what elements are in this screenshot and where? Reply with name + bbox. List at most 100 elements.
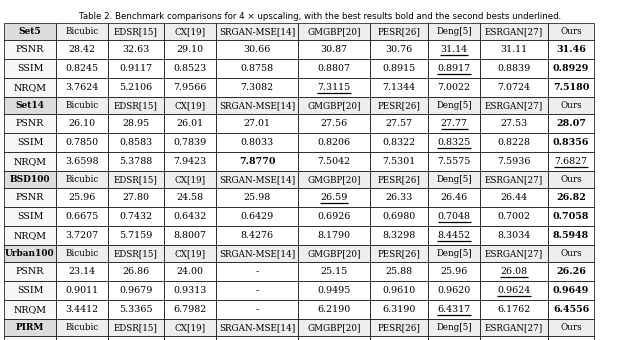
Bar — [164, 171, 216, 188]
Text: 0.8917: 0.8917 — [437, 64, 470, 73]
Bar — [428, 59, 480, 78]
Bar — [108, 78, 164, 97]
Bar — [370, 245, 428, 262]
Bar — [108, 300, 164, 319]
Bar — [216, 152, 298, 171]
Text: 26.59: 26.59 — [320, 193, 348, 202]
Text: EDSR[15]: EDSR[15] — [114, 101, 158, 110]
Text: EDSR[15]: EDSR[15] — [114, 249, 158, 258]
Bar — [480, 245, 548, 262]
Text: 30.66: 30.66 — [243, 45, 271, 54]
Bar — [548, 78, 594, 97]
Text: Bicubic: Bicubic — [65, 27, 99, 36]
Text: NRQM: NRQM — [13, 83, 47, 92]
Text: 3.6598: 3.6598 — [65, 157, 99, 166]
Bar — [370, 226, 428, 245]
Text: 0.6980: 0.6980 — [382, 212, 415, 221]
Text: 0.8915: 0.8915 — [382, 64, 415, 73]
Text: 27.01: 27.01 — [243, 119, 271, 128]
Bar — [164, 78, 216, 97]
Bar — [548, 300, 594, 319]
Text: 0.9313: 0.9313 — [173, 286, 207, 295]
Text: PESR[26]: PESR[26] — [378, 323, 420, 332]
Text: 26.26: 26.26 — [556, 267, 586, 276]
Text: 0.9117: 0.9117 — [120, 64, 152, 73]
Bar — [108, 226, 164, 245]
Text: 6.7982: 6.7982 — [173, 305, 207, 314]
Bar — [370, 114, 428, 133]
Text: 8.3034: 8.3034 — [497, 231, 531, 240]
Bar — [370, 281, 428, 300]
Text: 0.8583: 0.8583 — [120, 138, 152, 147]
Text: 0.7058: 0.7058 — [553, 212, 589, 221]
Text: 27.56: 27.56 — [321, 119, 348, 128]
Bar — [108, 336, 164, 340]
Bar — [298, 59, 370, 78]
Text: 0.6926: 0.6926 — [317, 212, 351, 221]
Bar — [428, 171, 480, 188]
Bar — [428, 152, 480, 171]
Text: 25.96: 25.96 — [440, 267, 468, 276]
Text: CX[19]: CX[19] — [175, 249, 205, 258]
Bar — [428, 114, 480, 133]
Text: 0.9649: 0.9649 — [553, 286, 589, 295]
Text: 3.4412: 3.4412 — [65, 305, 99, 314]
Text: Bicubic: Bicubic — [65, 175, 99, 184]
Text: PESR[26]: PESR[26] — [378, 27, 420, 36]
Text: 31.46: 31.46 — [556, 45, 586, 54]
Bar — [4, 245, 56, 262]
Bar — [56, 281, 108, 300]
Bar — [298, 114, 370, 133]
Bar — [370, 188, 428, 207]
Text: NRQM: NRQM — [13, 231, 47, 240]
Bar — [370, 207, 428, 226]
Bar — [4, 133, 56, 152]
Bar — [216, 319, 298, 336]
Text: 0.6429: 0.6429 — [241, 212, 274, 221]
Text: 27.77: 27.77 — [440, 119, 467, 128]
Text: 0.9610: 0.9610 — [382, 286, 415, 295]
Bar — [56, 319, 108, 336]
Bar — [164, 300, 216, 319]
Text: Deng[5]: Deng[5] — [436, 175, 472, 184]
Bar — [548, 226, 594, 245]
Bar — [298, 40, 370, 59]
Text: 0.8325: 0.8325 — [437, 138, 470, 147]
Text: 27.53: 27.53 — [500, 119, 527, 128]
Text: 0.8356: 0.8356 — [553, 138, 589, 147]
Bar — [298, 245, 370, 262]
Text: -: - — [255, 286, 259, 295]
Text: 6.4556: 6.4556 — [553, 305, 589, 314]
Bar — [480, 188, 548, 207]
Text: 6.1762: 6.1762 — [497, 305, 531, 314]
Text: SSIM: SSIM — [17, 212, 43, 221]
Text: 7.6827: 7.6827 — [554, 157, 588, 166]
Bar — [480, 226, 548, 245]
Text: Deng[5]: Deng[5] — [436, 27, 472, 36]
Text: ESRGAN[27]: ESRGAN[27] — [485, 101, 543, 110]
Bar — [164, 152, 216, 171]
Text: EDSR[15]: EDSR[15] — [114, 175, 158, 184]
Bar — [108, 23, 164, 40]
Text: 0.6675: 0.6675 — [65, 212, 99, 221]
Text: 7.3115: 7.3115 — [317, 83, 351, 92]
Text: 7.8770: 7.8770 — [239, 157, 275, 166]
Text: 32.63: 32.63 — [122, 45, 150, 54]
Text: Ours: Ours — [560, 249, 582, 258]
Bar — [480, 97, 548, 114]
Text: 8.4276: 8.4276 — [241, 231, 273, 240]
Bar — [164, 133, 216, 152]
Text: SRGAN-MSE[14]: SRGAN-MSE[14] — [219, 27, 295, 36]
Text: 3.7207: 3.7207 — [65, 231, 99, 240]
Bar — [370, 152, 428, 171]
Bar — [548, 114, 594, 133]
Text: 7.0724: 7.0724 — [497, 83, 531, 92]
Bar — [370, 171, 428, 188]
Bar — [548, 281, 594, 300]
Text: Ours: Ours — [560, 175, 582, 184]
Text: PESR[26]: PESR[26] — [378, 175, 420, 184]
Bar — [216, 245, 298, 262]
Text: 0.8322: 0.8322 — [383, 138, 415, 147]
Bar — [4, 207, 56, 226]
Text: 30.87: 30.87 — [321, 45, 348, 54]
